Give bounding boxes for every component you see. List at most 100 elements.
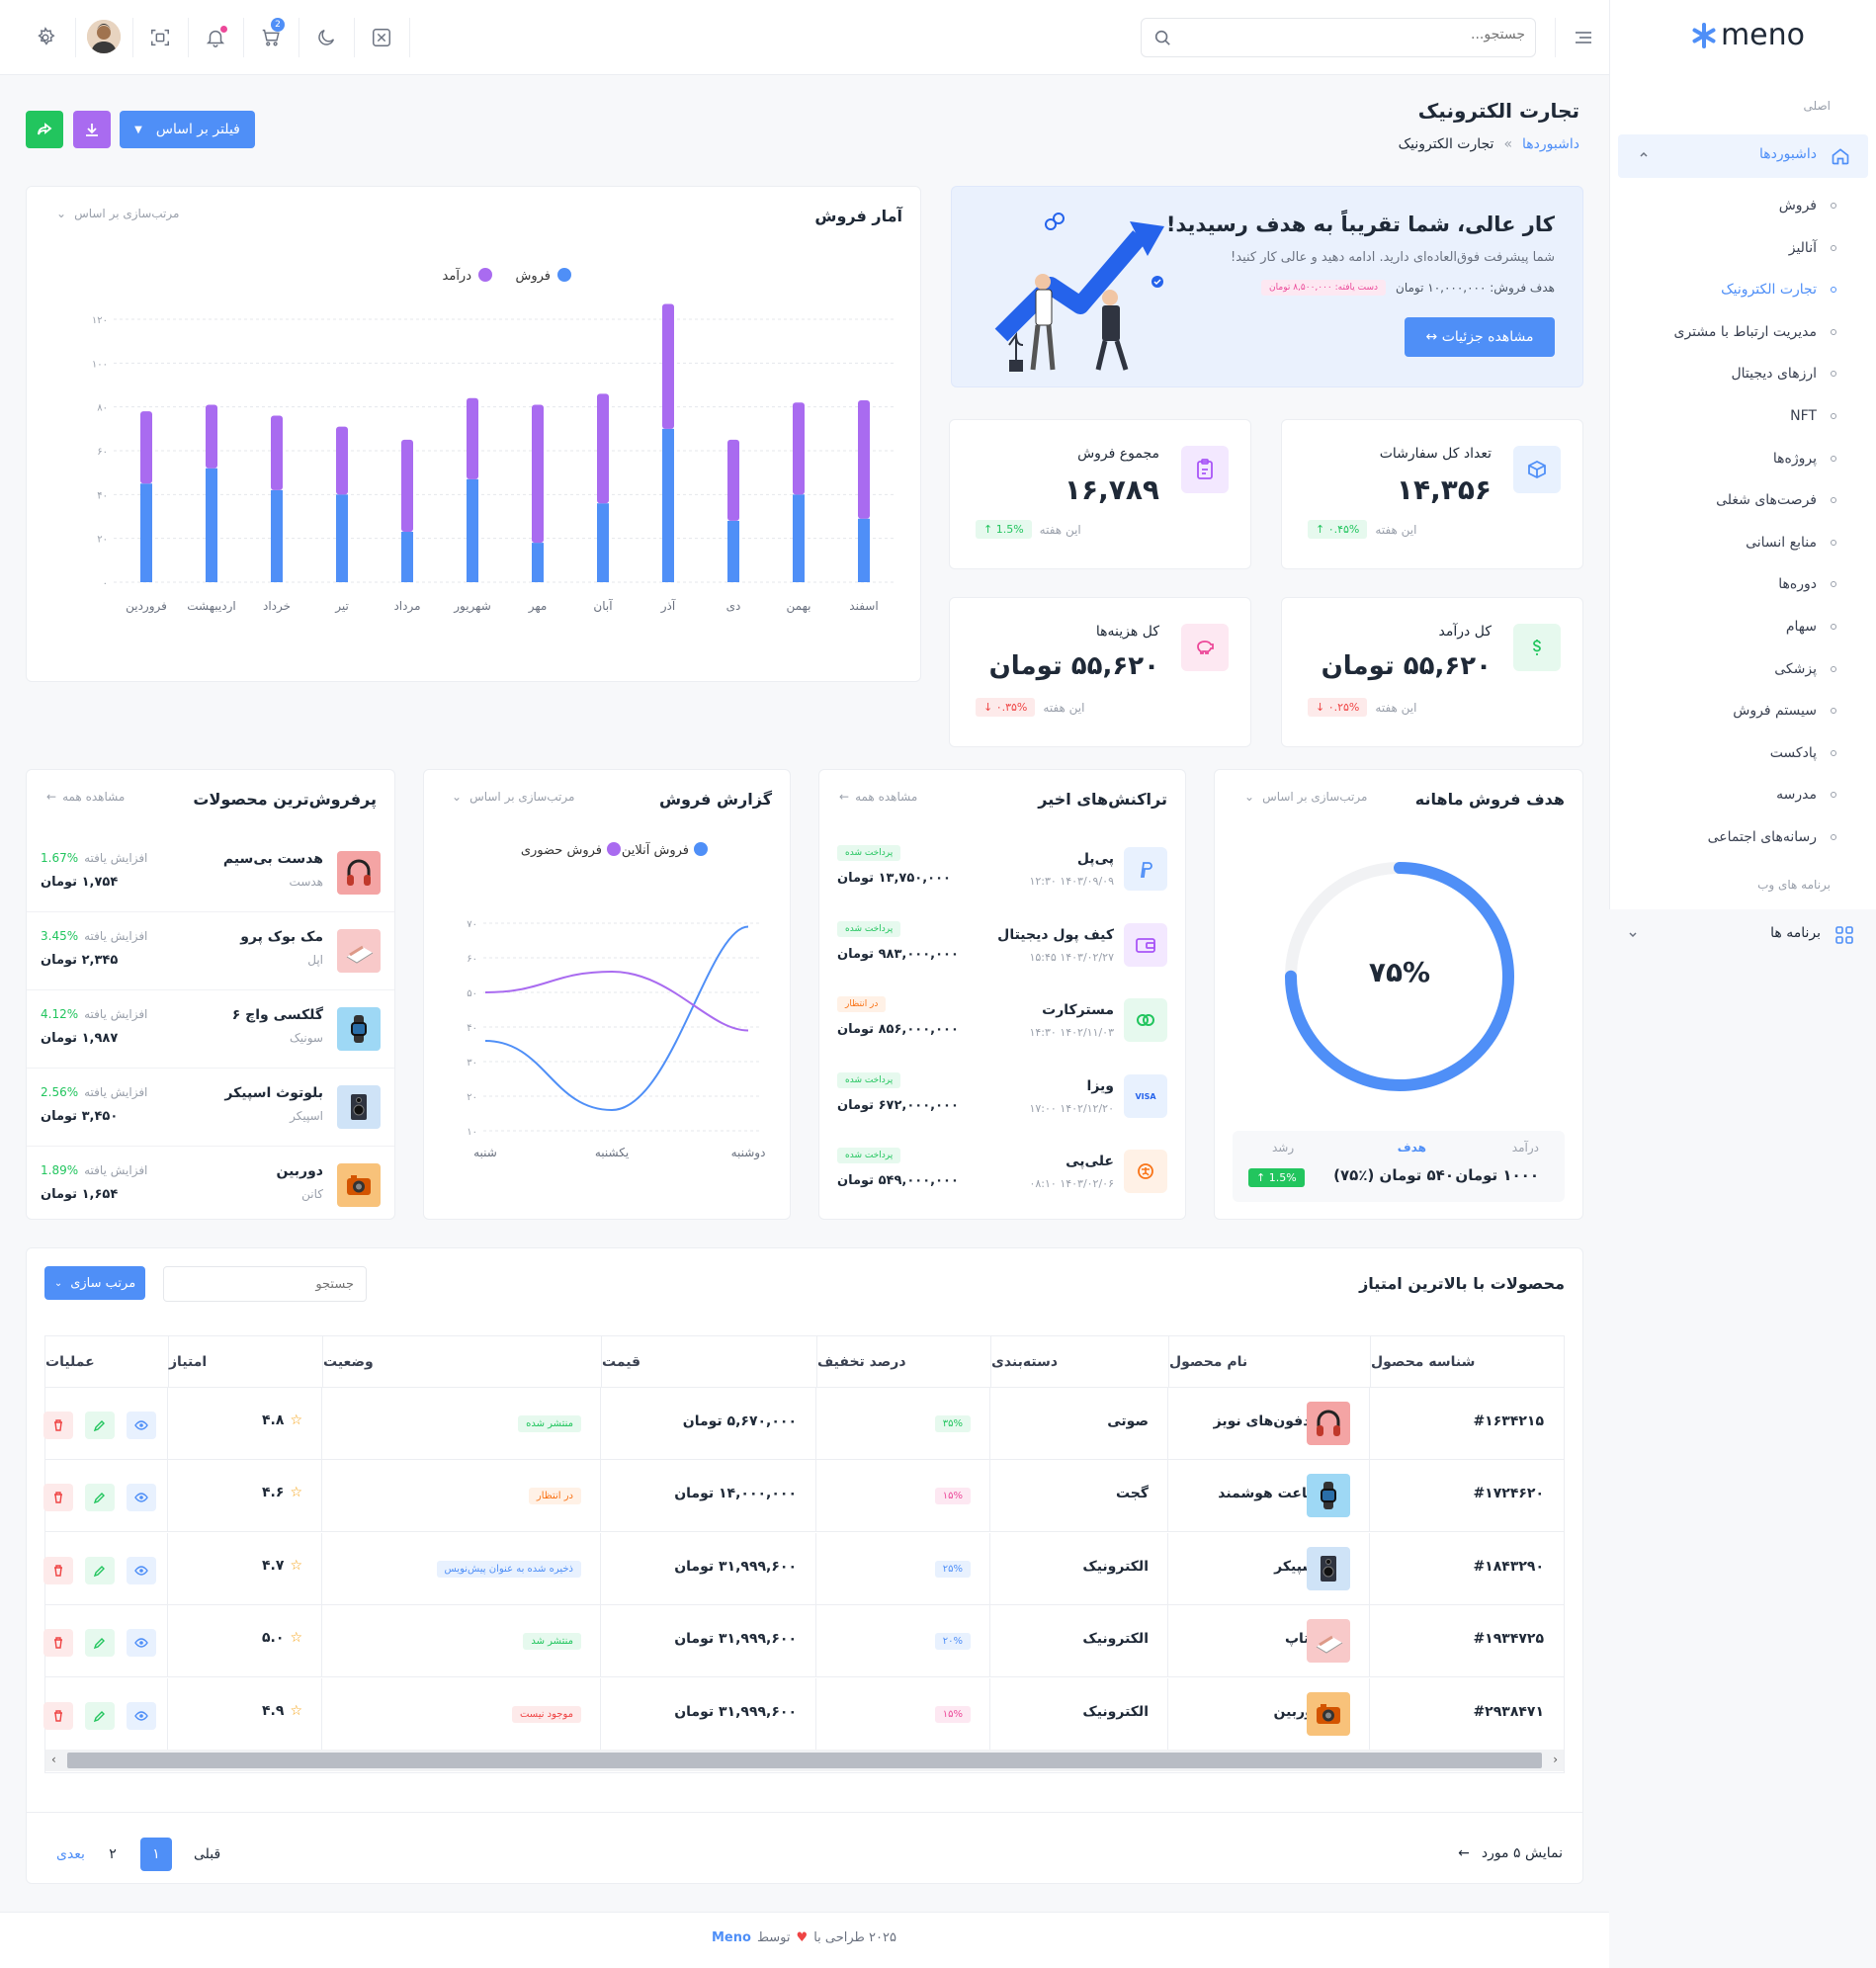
clipboard-icon bbox=[1181, 446, 1229, 493]
view-button[interactable] bbox=[127, 1412, 156, 1439]
scrollbar-thumb[interactable] bbox=[67, 1753, 1542, 1768]
sort-dropdown[interactable]: مرتب‌سازی بر اساس ⌄ bbox=[1244, 790, 1367, 804]
table-row[interactable]: #۲۹۳۸۴۷۱ دوربین الکترونیک ۱۵% ۳۱,۹۹۹,۶۰۰ توم… bbox=[43, 1677, 1564, 1751]
change-value: 2.56% bbox=[41, 1085, 79, 1099]
edit-button[interactable] bbox=[85, 1701, 115, 1730]
table-search-input[interactable] bbox=[163, 1266, 367, 1302]
delete-button[interactable] bbox=[43, 1484, 73, 1512]
sort-dropdown[interactable]: مرتب‌سازی بر اساس ⌄ bbox=[452, 790, 574, 804]
discount-badge: ۲۵% bbox=[934, 1560, 971, 1578]
scroll-right-icon[interactable]: › bbox=[1553, 1753, 1558, 1766]
product-list-item[interactable]: هدست بی‌سیم هدست افزایش یافته 1.67% ۱,۷۵۴ تو… bbox=[27, 835, 394, 912]
product-list-item[interactable]: گلکسی واچ ۶ سونیک افزایش یافته 4.12% ۱,۹۸۷ ت… bbox=[27, 991, 394, 1069]
sidebar-item-7[interactable]: فرصت‌های شغلی bbox=[1716, 492, 1836, 508]
table-row[interactable]: #۱۸۴۳۲۹۰ اسپیکر الکترونیک ۲۵% ۳۱,۹۹۹,۶۰۰ توم… bbox=[43, 1532, 1564, 1605]
sales-bar-chart: فروش درآمد ۰ ۲۰ ۴۰ ۶۰ ۸۰ ۱۰۰ ۱۲۰ فروردین اردیبهشت خ… bbox=[92, 267, 896, 614]
next-page-button[interactable]: بعدی bbox=[56, 1846, 85, 1862]
sidebar-item-9[interactable]: دوره‌ها bbox=[1778, 576, 1836, 592]
table-row[interactable]: #۱۷۲۴۶۲۰ ساعت هوشمند گجت ۱۵% ۱۴,۰۰۰,۰۰۰ توما… bbox=[43, 1460, 1564, 1533]
view-button[interactable] bbox=[127, 1484, 156, 1512]
share-button[interactable] bbox=[26, 111, 63, 148]
edit-button[interactable] bbox=[85, 1629, 115, 1658]
column-header[interactable]: امتیاز bbox=[168, 1336, 322, 1388]
column-header[interactable]: دسته‌بندی bbox=[990, 1336, 1168, 1388]
transaction-date: ۱۴۰۲/۱۱/۰۳ ۱۴:۳۰ bbox=[1029, 1026, 1114, 1039]
column-divider bbox=[600, 1605, 601, 1678]
table-row[interactable]: #۱۶۳۴۲۱۵ هدفون‌های نویز صوتی ۳۵% ۵,۶۷۰,۰۰۰ ت… bbox=[43, 1388, 1564, 1460]
sort-dropdown[interactable]: مرتب‌سازی بر اساس ⌄ bbox=[56, 207, 179, 220]
sidebar-item-6[interactable]: پروژه‌ها bbox=[1773, 451, 1836, 467]
sidebar-item-5[interactable]: NFT bbox=[1790, 408, 1836, 424]
goal-summary: درآمد ۱۰۰۰ تومان هدف ۵۴۰ تومان (٪۷۵) رشد… bbox=[1233, 1131, 1565, 1202]
edit-button[interactable] bbox=[85, 1556, 115, 1584]
table-row[interactable]: #۱۹۳۴۷۲۵ لپتاپ الکترونیک ۲۰% ۳۱,۹۹۹,۶۰۰ توما… bbox=[43, 1605, 1564, 1678]
sort-button[interactable]: مرتب سازی ⌄ bbox=[44, 1266, 145, 1300]
sidebar-item-1[interactable]: آنالیز bbox=[1789, 240, 1836, 256]
rating: ۴.۶ ☆ bbox=[262, 1485, 302, 1500]
column-header[interactable]: درصد تخفیف bbox=[816, 1336, 990, 1388]
column-divider bbox=[167, 1677, 168, 1751]
moon-icon[interactable] bbox=[308, 20, 344, 55]
sidebar-dashboards-label: داشبوردها bbox=[1759, 146, 1817, 162]
cell-id: #۱۹۳۴۷۲۵ bbox=[1473, 1631, 1544, 1648]
sidebar-item-0[interactable]: فروش bbox=[1779, 198, 1836, 214]
breadcrumb-root[interactable]: داشبوردها bbox=[1522, 136, 1579, 152]
view-button[interactable] bbox=[127, 1701, 156, 1730]
column-header[interactable]: شناسه محصول bbox=[1370, 1336, 1564, 1388]
column-header[interactable]: قیمت bbox=[601, 1336, 816, 1388]
view-button[interactable] bbox=[127, 1556, 156, 1584]
page-2-button[interactable]: ۲ bbox=[109, 1846, 117, 1862]
product-category: هدست bbox=[289, 875, 323, 889]
view-details-button[interactable]: مشاهده جزئیات ↔ bbox=[1405, 317, 1555, 357]
view-button[interactable] bbox=[127, 1629, 156, 1658]
edit-button[interactable] bbox=[85, 1412, 115, 1439]
sidebar-item-14[interactable]: مدرسه bbox=[1776, 787, 1836, 803]
watch-icon bbox=[337, 1007, 381, 1051]
settings-icon[interactable] bbox=[28, 20, 63, 55]
cart-icon[interactable]: 2 bbox=[253, 18, 289, 55]
sidebar-item-8[interactable]: منابع انسانی bbox=[1746, 535, 1836, 551]
sidebar-item-10[interactable]: سهام bbox=[1786, 619, 1836, 635]
sidebar-item-15[interactable]: رسانه‌های اجتماعی bbox=[1708, 829, 1836, 845]
logo[interactable]: meno bbox=[1691, 18, 1805, 52]
page-1-button[interactable]: ۱ bbox=[139, 1838, 172, 1871]
view-all-link[interactable]: مشاهده همه ← bbox=[46, 790, 125, 804]
menu-toggle-icon[interactable] bbox=[1574, 28, 1593, 47]
product-list-item[interactable]: مک بوک پرو اپل افزایش یافته 3.45% ۲,۳۴۵ توما… bbox=[27, 913, 394, 990]
search-box[interactable] bbox=[1141, 18, 1536, 57]
sidebar-item-3[interactable]: مدیریت ارتباط با مشتری bbox=[1673, 324, 1836, 340]
horizontal-scrollbar[interactable]: ‹ › bbox=[45, 1750, 1564, 1771]
bell-icon[interactable] bbox=[198, 20, 233, 55]
avatar[interactable] bbox=[87, 20, 121, 53]
download-button[interactable] bbox=[73, 111, 111, 148]
edit-button[interactable] bbox=[85, 1484, 115, 1512]
sidebar-item-dashboards[interactable]: داشبوردها bbox=[1618, 134, 1868, 178]
delete-button[interactable] bbox=[43, 1556, 73, 1584]
sidebar-item-12[interactable]: سیستم فروش bbox=[1733, 703, 1836, 719]
column-header[interactable]: عملیات bbox=[45, 1354, 95, 1370]
sidebar-item-13[interactable]: پادکست bbox=[1770, 745, 1836, 761]
goal-donut-chart bbox=[1285, 862, 1514, 1091]
scan-icon[interactable] bbox=[142, 20, 178, 55]
translate-icon[interactable] bbox=[364, 20, 399, 55]
column-header[interactable]: نام محصول bbox=[1168, 1336, 1370, 1388]
scroll-left-icon[interactable]: ‹ bbox=[51, 1753, 56, 1766]
view-all-link[interactable]: مشاهده همه ← bbox=[839, 790, 917, 804]
column-header[interactable]: وضعیت bbox=[322, 1336, 601, 1388]
sidebar-item-2[interactable]: تجارت الکترونیک bbox=[1721, 282, 1836, 298]
sidebar-item-4[interactable]: ارزهای دیجیتال bbox=[1731, 366, 1836, 382]
prev-page-button[interactable]: قبلی bbox=[193, 1846, 221, 1862]
delete-button[interactable] bbox=[43, 1701, 73, 1730]
delete-button[interactable] bbox=[43, 1629, 73, 1658]
legend-label: فروش bbox=[515, 269, 551, 284]
sidebar-item-apps[interactable]: برنامه ها bbox=[1609, 909, 1868, 959]
sidebar-item-11[interactable]: پزشکی bbox=[1774, 661, 1836, 677]
filter-button[interactable]: فیلتر بر اساس ▼ bbox=[120, 111, 255, 148]
product-list-item[interactable]: دوربین کانن افزایش یافته 1.89% ۱,۶۵۴ تومان bbox=[27, 1148, 394, 1225]
sort-label: مرتب‌سازی بر اساس bbox=[74, 207, 180, 220]
product-list-item[interactable]: بلوتوث اسپیکر اسپیکر افزایش یافته 2.56% ۳,۴۵… bbox=[27, 1070, 394, 1147]
delete-button[interactable] bbox=[43, 1412, 73, 1439]
search-input[interactable] bbox=[1199, 27, 1525, 43]
stat-title: مجموع فروش bbox=[1077, 446, 1159, 462]
footer-brand-link[interactable]: Meno bbox=[712, 1930, 751, 1945]
